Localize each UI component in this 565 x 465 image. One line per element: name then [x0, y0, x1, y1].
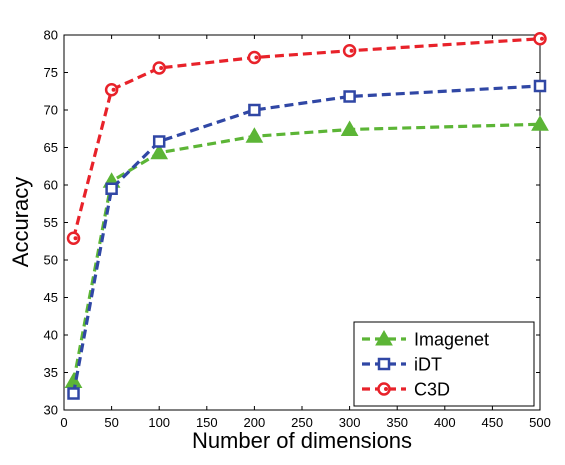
point-idt-50	[105, 182, 118, 195]
x-tick-label-500: 500	[529, 415, 551, 430]
x-tick-label-0: 0	[60, 415, 67, 430]
y-axis: 30 35 40 45 50 55 60 65 70 75 80	[44, 28, 540, 418]
y-tick-label-75: 75	[44, 65, 58, 80]
legend: Imagenet iDT C3D	[353, 321, 535, 407]
y-tick-label-70: 70	[44, 103, 58, 118]
point-imagenet-300	[340, 120, 359, 136]
series-line-idt	[71, 84, 541, 394]
y-tick-label-65: 65	[44, 140, 58, 155]
series-imagenet	[64, 115, 549, 388]
series-c3d	[66, 32, 547, 245]
x-tick-label-350: 350	[386, 415, 408, 430]
series-layer	[64, 32, 549, 400]
y-axis-label: Accuracy	[8, 177, 33, 267]
point-idt-100	[152, 135, 166, 148]
legend-marker-idt	[377, 357, 391, 371]
point-c3d-500-center	[540, 36, 544, 41]
legend-label-imagenet: Imagenet	[414, 330, 489, 350]
point-c3d-10-center	[73, 236, 78, 241]
point-idt-200	[248, 103, 261, 117]
x-tick-label-50: 50	[104, 415, 118, 430]
x-tick-label-300: 300	[339, 415, 361, 430]
y-tick-label-80: 80	[44, 28, 58, 43]
y-tick-label-55: 55	[44, 215, 58, 230]
y-tick-label-50: 50	[44, 253, 58, 268]
point-idt-500	[533, 79, 547, 93]
x-axis: 0 50 100 150 200 250 300 350 400 450 500	[60, 35, 551, 430]
series-idt	[67, 79, 547, 400]
legend-label-c3d: C3D	[414, 380, 450, 400]
y-tick-label-45: 45	[44, 290, 58, 305]
series-line-imagenet	[71, 122, 541, 382]
x-tick-label-150: 150	[196, 415, 218, 430]
point-imagenet-100	[150, 143, 169, 160]
point-c3d-300-center	[349, 48, 354, 53]
legend-marker-imagenet	[375, 329, 393, 346]
x-tick-label-250: 250	[291, 415, 313, 430]
y-tick-label-35: 35	[44, 365, 58, 380]
legend-marker-c3d-center	[384, 387, 388, 391]
x-tick-label-450: 450	[482, 415, 504, 430]
point-idt-300	[343, 90, 356, 103]
x-tick-label-100: 100	[148, 415, 170, 430]
series-line-c3d	[71, 37, 541, 239]
legend-label-idt: iDT	[414, 355, 442, 375]
point-c3d-100-center	[159, 66, 164, 70]
x-axis-label: Number of dimensions	[192, 428, 412, 453]
point-c3d-200-center	[254, 55, 259, 60]
x-tick-label-200: 200	[244, 415, 266, 430]
point-c3d-50-center	[111, 87, 116, 92]
y-tick-label-60: 60	[44, 178, 58, 193]
point-imagenet-200	[245, 127, 264, 143]
x-tick-label-400: 400	[434, 415, 456, 430]
point-imagenet-500	[531, 115, 549, 131]
y-tick-label-30: 30	[44, 403, 58, 418]
y-tick-label-40: 40	[44, 328, 58, 343]
point-idt-10	[67, 387, 80, 400]
